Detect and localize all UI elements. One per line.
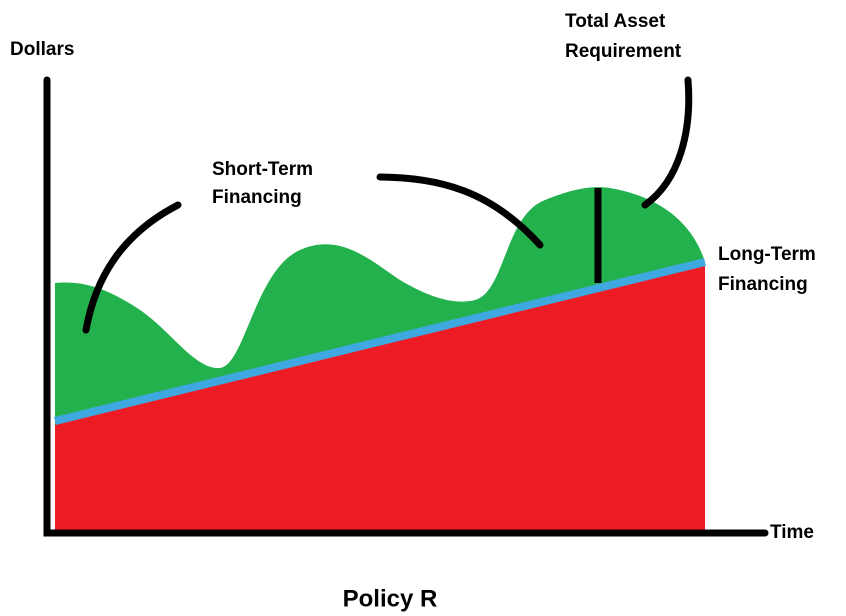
axes [43, 76, 769, 537]
total-asset-label: Total Asset [565, 11, 666, 32]
x-axis-label: Time [770, 522, 814, 543]
long-term-label: Long-Term [718, 244, 816, 265]
y-axis-label: Dollars [10, 39, 74, 60]
long-term-label: Financing [718, 274, 808, 295]
pointer-right [641, 76, 693, 209]
long-term-area [55, 265, 705, 530]
pointer-middle [376, 173, 544, 249]
long-term-line [54, 258, 706, 425]
short-term-label: Short-Term [212, 159, 313, 180]
short-term-label: Financing [212, 187, 302, 208]
total-asset-label: Requirement [565, 41, 682, 62]
pointer-left [82, 201, 182, 334]
caption: Policy R [343, 585, 438, 612]
